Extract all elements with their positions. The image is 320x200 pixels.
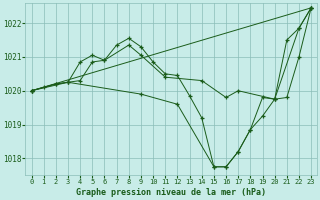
X-axis label: Graphe pression niveau de la mer (hPa): Graphe pression niveau de la mer (hPa) xyxy=(76,188,266,197)
